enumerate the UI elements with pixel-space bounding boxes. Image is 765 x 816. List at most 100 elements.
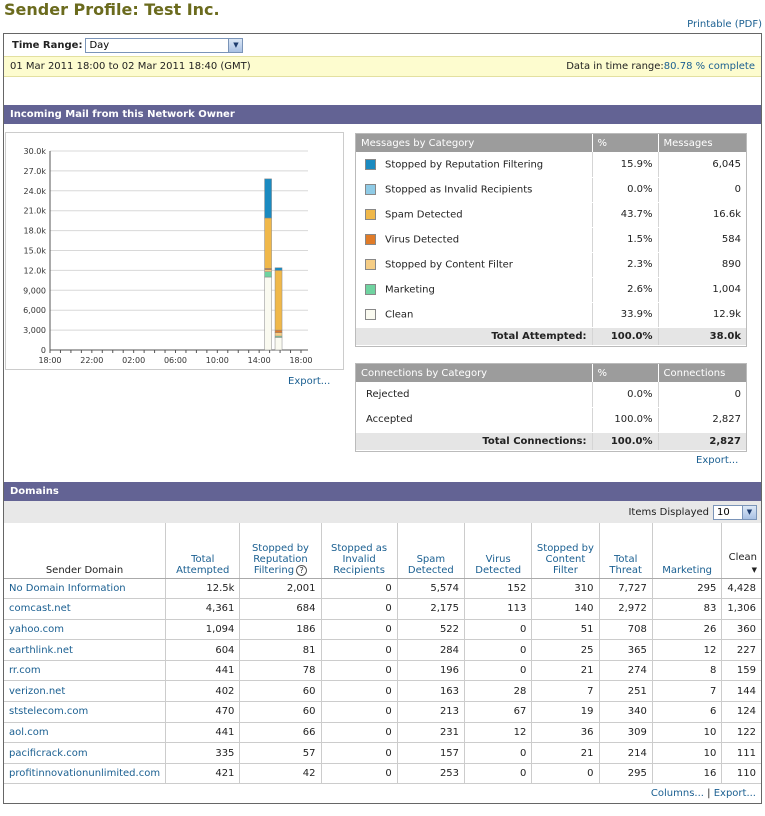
table-cell: 0 [464, 619, 533, 641]
category-pct: 15.9% [592, 152, 659, 178]
column-header[interactable]: Clean ▼ [721, 523, 761, 579]
sender-domain-link[interactable]: profitinnovationunlimited.com [9, 768, 161, 780]
category-label-cell: Stopped by Reputation Filtering [356, 152, 593, 178]
table-cell: 0 [321, 722, 398, 744]
sender-domain-cell: profitinnovationunlimited.com [4, 763, 167, 785]
sender-domain-link[interactable]: verizon.net [9, 685, 66, 697]
column-header-label: Total Attempted [176, 553, 230, 576]
column-header-label: Virus Detected [475, 553, 522, 576]
help-icon[interactable]: ? [296, 564, 308, 576]
total-connections-pct: 100.0% [592, 431, 659, 451]
printable-pdf-link[interactable]: Printable (PDF) [687, 19, 762, 30]
y-tick-label: 3,000 [23, 326, 46, 335]
y-tick-label: 30.0k [24, 147, 47, 156]
table-cell: 1,094 [165, 619, 241, 641]
table-cell: 365 [599, 639, 653, 661]
column-header[interactable]: Sender Domain [4, 523, 167, 579]
items-displayed-label: Items Displayed [628, 506, 709, 518]
table-cell: 2,175 [397, 598, 466, 620]
total-connections-label: Total Connections: [356, 431, 593, 451]
time-range-label: Time Range: [12, 39, 83, 51]
x-tick-label: 22:00 [80, 356, 103, 365]
connection-pct: 100.0% [592, 407, 659, 433]
category-swatch [365, 233, 376, 245]
table-cell: 140 [531, 598, 600, 620]
y-tick-label: 24.0k [24, 187, 47, 196]
sender-domain-link[interactable]: comcast.net [9, 603, 71, 615]
sender-domain-cell: yahoo.com [4, 619, 167, 641]
table-cell: 274 [599, 660, 653, 682]
chevron-down-icon: ▼ [742, 505, 756, 519]
domains-export-link[interactable]: Export... [713, 788, 756, 799]
category-row: Spam Detected 43.7% 16.6k [356, 202, 746, 228]
sender-domain-link[interactable]: rr.com [9, 665, 41, 677]
items-displayed-select[interactable]: 10 ▼ [713, 504, 757, 520]
table-cell: 19 [531, 701, 600, 723]
column-header[interactable]: Total Attempted [165, 523, 241, 579]
column-header[interactable]: Marketing [652, 523, 723, 579]
connection-label: Accepted [356, 407, 593, 433]
y-tick-label: 6,000 [23, 306, 46, 315]
connections-export-link[interactable]: Export... [696, 455, 739, 466]
sender-domain-cell: verizon.net [4, 680, 167, 703]
category-label-cell: Marketing [356, 277, 593, 303]
column-header[interactable]: Stopped by Content Filter [531, 523, 600, 579]
column-header[interactable]: Spam Detected [397, 523, 466, 579]
time-range-value: Day [89, 39, 110, 51]
msg-col-count: Messages [658, 134, 746, 152]
table-cell: 441 [165, 660, 241, 682]
y-tick-label: 18.0k [24, 227, 47, 236]
table-cell: 25 [531, 639, 600, 661]
table-cell: 231 [397, 722, 466, 744]
table-cell: 124 [721, 701, 761, 723]
category-count: 890 [658, 252, 746, 278]
data-label: Data in time range: [566, 61, 664, 72]
data-complete-link[interactable]: 80.78 % complete [663, 61, 755, 72]
table-cell: 0 [321, 578, 398, 600]
category-pct: 33.9% [592, 302, 659, 328]
sort-desc-icon: ▼ [751, 565, 757, 574]
column-header[interactable]: Virus Detected [464, 523, 533, 579]
bar-segment [264, 269, 272, 272]
chart-export-link[interactable]: Export... [288, 376, 331, 387]
category-count: 6,045 [658, 152, 746, 178]
category-swatch [365, 183, 376, 195]
sender-domain-link[interactable]: ststelecom.com [9, 706, 89, 718]
table-row: yahoo.com 1,094 186 0 522 0 51 708 26 360 [4, 619, 761, 641]
total-connections-count: 2,827 [658, 431, 746, 451]
sender-domain-link[interactable]: aol.com [9, 726, 49, 738]
range-info-row: 01 Mar 2011 18:00 to 02 Mar 2011 18:40 (… [4, 56, 761, 77]
columns-link[interactable]: Columns... [650, 788, 704, 799]
table-cell: 0 [321, 680, 398, 703]
time-range-select[interactable]: Day ▼ [85, 37, 244, 53]
column-header[interactable]: Stopped as Invalid Recipients [321, 523, 398, 579]
msg-col-pct: % [592, 134, 659, 152]
category-label-cell: Clean [356, 302, 593, 328]
total-connections-row: Total Connections: 100.0% 2,827 [356, 431, 746, 451]
connection-row: Rejected 0.0% 0 [356, 382, 746, 408]
category-count: 1,004 [658, 277, 746, 303]
sender-domain-link[interactable]: No Domain Information [9, 582, 126, 594]
table-cell: 163 [397, 680, 466, 703]
conn-col-count: Connections [658, 364, 746, 382]
category-row: Virus Detected 1.5% 584 [356, 227, 746, 253]
column-header[interactable]: Stopped by Reputation Filtering? [239, 523, 322, 579]
category-label: Marketing [385, 284, 435, 296]
connection-count: 0 [658, 382, 746, 408]
category-label-cell: Virus Detected [356, 227, 593, 253]
sender-domain-link[interactable]: pacificrack.com [9, 747, 88, 759]
table-cell: 196 [397, 660, 466, 682]
table-cell: 227 [721, 639, 761, 661]
sender-domain-link[interactable]: yahoo.com [9, 623, 64, 635]
table-cell: 295 [652, 578, 723, 600]
category-count: 12.9k [658, 302, 746, 328]
column-header[interactable]: Total Threat [599, 523, 653, 579]
table-cell: 708 [599, 619, 653, 641]
bar-segment [274, 329, 283, 334]
table-cell: 0 [321, 598, 398, 620]
table-cell: 67 [464, 701, 533, 723]
table-cell: 83 [652, 598, 723, 620]
sender-domain-link[interactable]: earthlink.net [9, 644, 73, 656]
table-cell: 4,361 [165, 598, 241, 620]
table-cell: 0 [464, 742, 533, 764]
